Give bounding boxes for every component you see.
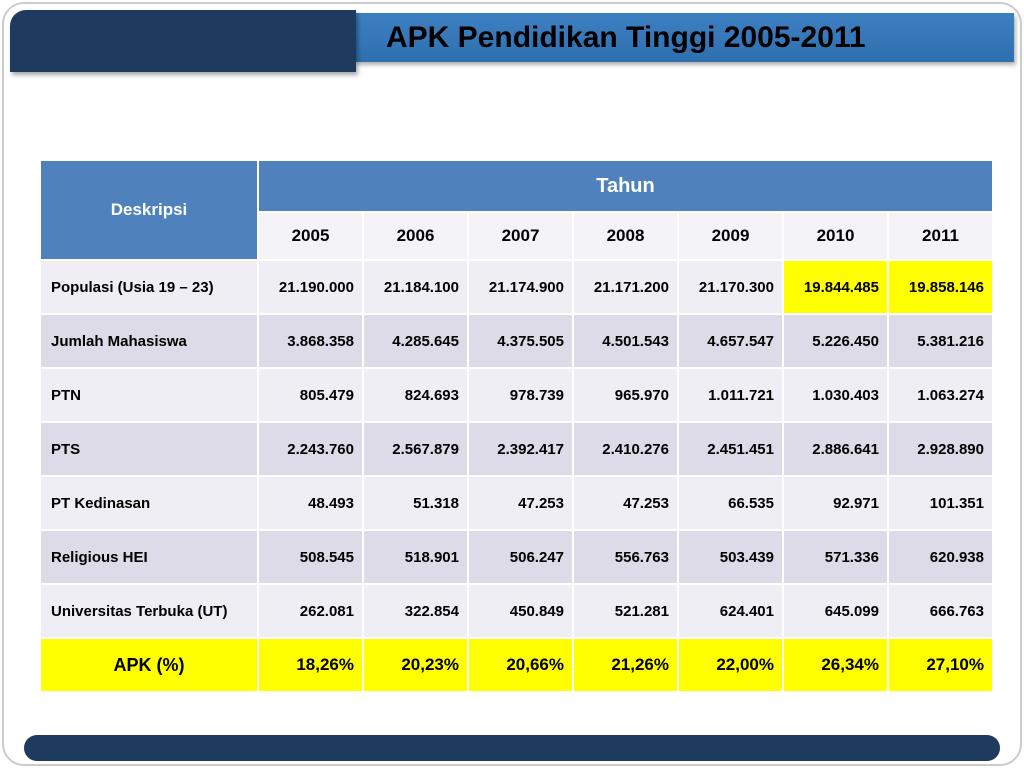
- row-label: APK (%): [39, 637, 259, 693]
- table-row: PTS 2.243.760 2.567.879 2.392.417 2.410.276 2…: [39, 421, 994, 477]
- table-row: Jumlah Mahasiswa 3.868.358 4.285.645 4.375.…: [39, 313, 994, 369]
- slide-title: APK Pendidikan Tinggi 2005-2011: [386, 20, 866, 54]
- cell-value: 5.226.450: [782, 313, 889, 369]
- cell-value: 20,23%: [362, 637, 469, 693]
- cell-value: 47.253: [572, 475, 679, 531]
- column-header-deskripsi: Deskripsi: [39, 159, 259, 261]
- cell-value: 51.318: [362, 475, 469, 531]
- cell-value: 503.439: [677, 529, 784, 585]
- cell-value: 21.190.000: [257, 259, 364, 315]
- cell-value: 20,66%: [467, 637, 574, 693]
- table-row: Religious HEI 508.545 518.901 506.247 556.76…: [39, 529, 994, 585]
- table-row: PTN 805.479 824.693 978.739 965.970 1.011.721…: [39, 367, 994, 423]
- cell-value: 965.970: [572, 367, 679, 423]
- cell-value: 322.854: [362, 583, 469, 639]
- year-header-2006: 2006: [362, 211, 469, 261]
- cell-value: 2.243.760: [257, 421, 364, 477]
- cell-value: 3.868.358: [257, 313, 364, 369]
- table-row: Universitas Terbuka (UT) 262.081 322.854 45…: [39, 583, 994, 639]
- data-table: Deskripsi Tahun 2005 2006 2007 2008 2009 2010…: [39, 159, 994, 693]
- cell-value: 1.063.274: [887, 367, 994, 423]
- cell-value: 666.763: [887, 583, 994, 639]
- cell-value: 645.099: [782, 583, 889, 639]
- cell-value: 805.479: [257, 367, 364, 423]
- cell-value: 5.381.216: [887, 313, 994, 369]
- cell-value: 262.081: [257, 583, 364, 639]
- cell-value: 2.928.890: [887, 421, 994, 477]
- year-header-2007: 2007: [467, 211, 574, 261]
- table-row: Populasi (Usia 19 – 23) 21.190.000 21.184.…: [39, 259, 994, 315]
- cell-value: 21.171.200: [572, 259, 679, 315]
- cell-value: 4.657.547: [677, 313, 784, 369]
- table-row-apk: APK (%) 18,26% 20,23% 20,66% 21,26% 22,00% 26,…: [39, 637, 994, 693]
- cell-value: 21.174.900: [467, 259, 574, 315]
- cell-value: 101.351: [887, 475, 994, 531]
- cell-value: 1.011.721: [677, 367, 784, 423]
- cell-value: 620.938: [887, 529, 994, 585]
- cell-value: 48.493: [257, 475, 364, 531]
- year-header-2005: 2005: [257, 211, 364, 261]
- cell-value: 4.501.543: [572, 313, 679, 369]
- cell-value: 22,00%: [677, 637, 784, 693]
- cell-value: 21.184.100: [362, 259, 469, 315]
- title-band: APK Pendidikan Tinggi 2005-2011: [354, 13, 1014, 62]
- table-row: PT Kedinasan 48.493 51.318 47.253 47.253 66.5…: [39, 475, 994, 531]
- cell-value: 21.170.300: [677, 259, 784, 315]
- cell-value: 506.247: [467, 529, 574, 585]
- year-header-2008: 2008: [572, 211, 679, 261]
- row-label: Populasi (Usia 19 – 23): [39, 259, 259, 315]
- column-group-header-tahun: Tahun: [257, 159, 994, 213]
- cell-value: 571.336: [782, 529, 889, 585]
- cell-value: 26,34%: [782, 637, 889, 693]
- cell-value: 47.253: [467, 475, 574, 531]
- cell-value: 518.901: [362, 529, 469, 585]
- row-label: Universitas Terbuka (UT): [39, 583, 259, 639]
- cell-value: 2.886.641: [782, 421, 889, 477]
- cell-value: 556.763: [572, 529, 679, 585]
- cell-value: 21,26%: [572, 637, 679, 693]
- row-label: PTS: [39, 421, 259, 477]
- cell-value: 2.410.276: [572, 421, 679, 477]
- year-header-2011: 2011: [887, 211, 994, 261]
- cell-value: 1.030.403: [782, 367, 889, 423]
- footer-bar: [24, 735, 1000, 761]
- header-accent-box: [10, 10, 356, 72]
- cell-value: 2.451.451: [677, 421, 784, 477]
- cell-value: 4.375.505: [467, 313, 574, 369]
- table-header-row-years: 2005 2006 2007 2008 2009 2010 2011: [40, 211, 994, 261]
- row-label: Jumlah Mahasiswa: [39, 313, 259, 369]
- cell-value: 824.693: [362, 367, 469, 423]
- cell-value: 521.281: [572, 583, 679, 639]
- row-label: PTN: [39, 367, 259, 423]
- cell-value: 450.849: [467, 583, 574, 639]
- cell-value: 4.285.645: [362, 313, 469, 369]
- table-header-row-group: Deskripsi Tahun: [39, 159, 994, 261]
- cell-value: 2.392.417: [467, 421, 574, 477]
- cell-value: 19.858.146: [887, 259, 994, 315]
- cell-value: 27,10%: [887, 637, 994, 693]
- cell-value: 19.844.485: [782, 259, 889, 315]
- cell-value: 624.401: [677, 583, 784, 639]
- cell-value: 18,26%: [257, 637, 364, 693]
- cell-value: 2.567.879: [362, 421, 469, 477]
- cell-value: 66.535: [677, 475, 784, 531]
- cell-value: 978.739: [467, 367, 574, 423]
- row-label: Religious HEI: [39, 529, 259, 585]
- year-header-2009: 2009: [677, 211, 784, 261]
- cell-value: 508.545: [257, 529, 364, 585]
- row-label: PT Kedinasan: [39, 475, 259, 531]
- cell-value: 92.971: [782, 475, 889, 531]
- year-header-2010: 2010: [782, 211, 889, 261]
